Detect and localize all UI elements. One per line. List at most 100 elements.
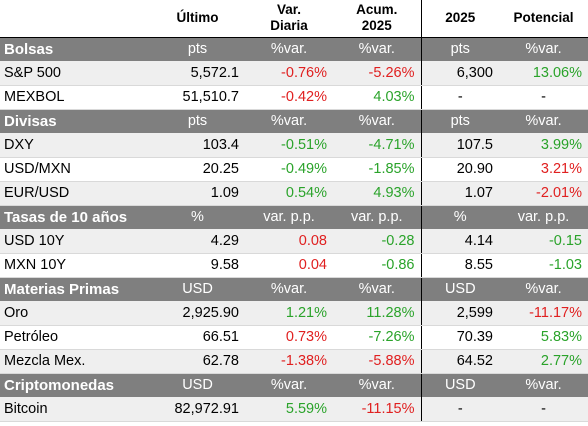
section-unit: % (420, 205, 499, 229)
row-potencial: -1.03 (499, 253, 588, 278)
section-unit: %var. (245, 37, 333, 61)
section-header: Divisas pts %var. %var. pts %var. (0, 109, 588, 133)
row-acum: -5.26% (333, 61, 421, 86)
section-unit: %var. (499, 109, 588, 133)
row-potencial: 3.99% (499, 133, 588, 158)
header-ultimo: Último (150, 0, 245, 38)
row-acum: -1.85% (333, 157, 421, 182)
section-unit: %var. (499, 37, 588, 61)
row-ultimo: 62.78 (150, 349, 245, 374)
section-unit: var. p.p. (245, 205, 333, 229)
row-var-diaria: 0.08 (245, 229, 333, 254)
section-header: Bolsas pts %var. %var. pts %var. (0, 37, 588, 61)
table-row: Oro 2,925.90 1.21% 11.28% 2,599 -11.17% (0, 301, 588, 326)
section-title: Materias Primas (0, 277, 150, 301)
row-var-diaria: -0.51% (245, 133, 333, 158)
row-target-2025: 1.07 (420, 181, 499, 206)
row-ultimo: 82,972.91 (150, 397, 245, 422)
row-var-diaria: -0.42% (245, 85, 333, 110)
row-acum: 4.93% (333, 181, 421, 206)
header-potencial: Potencial (499, 0, 588, 38)
row-name: MXN 10Y (0, 253, 150, 278)
section-unit: USD (150, 277, 245, 301)
row-acum: -4.71% (333, 133, 421, 158)
row-name: USD/MXN (0, 157, 150, 182)
row-ultimo: 51,510.7 (150, 85, 245, 110)
row-var-diaria: 0.54% (245, 181, 333, 206)
row-name: Petróleo (0, 325, 150, 350)
row-ultimo: 9.58 (150, 253, 245, 278)
section-header: Tasas de 10 años% var. p.p. var. p.p.% var.… (0, 205, 588, 229)
row-potencial: 2.77% (499, 349, 588, 374)
row-acum: 11.28% (333, 301, 421, 326)
row-potencial: - (499, 397, 588, 422)
row-ultimo: 103.4 (150, 133, 245, 158)
row-ultimo: 66.51 (150, 325, 245, 350)
row-var-diaria: 5.59% (245, 397, 333, 422)
header-var-diaria: Var. Diaria (245, 0, 333, 38)
row-target-2025: 2,599 (420, 301, 499, 326)
section-unit: pts (150, 37, 245, 61)
section-unit: USD (420, 373, 499, 397)
row-acum: -7.26% (333, 325, 421, 350)
section-unit: var. p.p. (333, 205, 421, 229)
section-header: Materias Primas USD %var. %var. USD %var. (0, 277, 588, 301)
row-name: USD 10Y (0, 229, 150, 254)
table-row: Mezcla Mex. 62.78 -1.38% -5.88% 64.52 2.77% (0, 349, 588, 374)
section-unit: %var. (245, 109, 333, 133)
section-title: Criptomonedas (0, 373, 150, 397)
row-potencial: 3.21% (499, 157, 588, 182)
section-unit: %var. (245, 373, 333, 397)
table-row: USD/MXN 20.25 -0.49% -1.85% 20.90 3.21% (0, 157, 588, 182)
row-potencial: 13.06% (499, 61, 588, 86)
table-row: S&P 500 5,572.1 -0.76% -5.26% 6,300 13.06% (0, 61, 588, 86)
section-unit: %var. (333, 37, 421, 61)
row-var-diaria: -0.76% (245, 61, 333, 86)
header-acum-2025: Acum. 2025 (333, 0, 421, 38)
row-name: S&P 500 (0, 61, 150, 86)
section-unit: %var. (499, 373, 588, 397)
table-row: DXY 103.4 -0.51% -4.71% 107.5 3.99% (0, 133, 588, 158)
row-ultimo: 20.25 (150, 157, 245, 182)
row-name: MEXBOL (0, 85, 150, 110)
row-target-2025: 4.14 (420, 229, 499, 254)
section-unit: %var. (333, 109, 421, 133)
row-potencial: - (499, 85, 588, 110)
row-name: Mezcla Mex. (0, 349, 150, 374)
table-row: MXN 10Y 9.58 0.04 -0.86 8.55 -1.03 (0, 253, 588, 278)
row-name: Bitcoin (0, 397, 150, 422)
section-unit: pts (420, 37, 499, 61)
table-row: Petróleo 66.51 0.73% -7.26% 70.39 5.83% (0, 325, 588, 350)
row-var-diaria: 0.73% (245, 325, 333, 350)
row-var-diaria: -0.49% (245, 157, 333, 182)
header-row: Último Var. Diaria Acum. 2025 2025 Poten… (0, 0, 588, 38)
row-target-2025: 6,300 (420, 61, 499, 86)
table-row: MEXBOL 51,510.7 -0.42% 4.03% - - (0, 85, 588, 110)
row-target-2025: 20.90 (420, 157, 499, 182)
row-var-diaria: -1.38% (245, 349, 333, 374)
header-blank (0, 0, 150, 38)
section-title: Tasas de 10 años (0, 205, 150, 229)
row-acum: -0.28 (333, 229, 421, 254)
table-row: Bitcoin 82,972.91 5.59% -11.15% - - (0, 397, 588, 422)
section-unit: var. p.p. (499, 205, 588, 229)
row-target-2025: 107.5 (420, 133, 499, 158)
row-ultimo: 2,925.90 (150, 301, 245, 326)
row-target-2025: 8.55 (420, 253, 499, 278)
section-title: Bolsas (0, 37, 150, 61)
section-header: Criptomonedas USD %var. %var. USD %var. (0, 373, 588, 397)
section-unit: pts (150, 109, 245, 133)
row-potencial: -0.15 (499, 229, 588, 254)
header-2025: 2025 (420, 0, 499, 38)
row-target-2025: 64.52 (420, 349, 499, 374)
row-name: DXY (0, 133, 150, 158)
row-target-2025: 70.39 (420, 325, 499, 350)
row-var-diaria: 1.21% (245, 301, 333, 326)
row-name: EUR/USD (0, 181, 150, 206)
row-var-diaria: 0.04 (245, 253, 333, 278)
table-row: EUR/USD 1.09 0.54% 4.93% 1.07 -2.01% (0, 181, 588, 206)
row-acum: 4.03% (333, 85, 421, 110)
row-ultimo: 5,572.1 (150, 61, 245, 86)
section-title: Divisas (0, 109, 150, 133)
section-unit: USD (420, 277, 499, 301)
